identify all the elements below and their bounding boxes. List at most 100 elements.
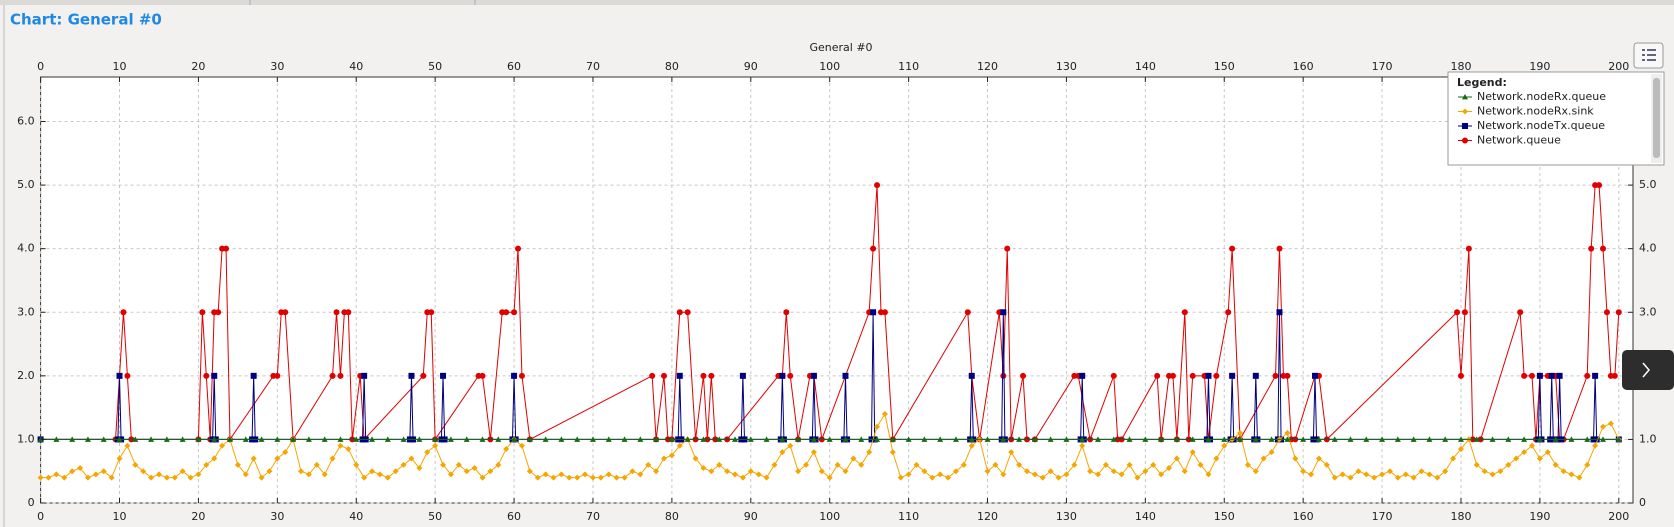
data-point [818, 468, 825, 475]
data-point [1154, 372, 1161, 379]
data-point [132, 436, 139, 442]
x-tick-label: 180 [1450, 510, 1471, 523]
data-point [1169, 372, 1176, 379]
data-point [881, 410, 888, 417]
x-tick-label-top: 140 [1135, 60, 1156, 73]
data-point [1461, 309, 1468, 316]
data-point [53, 471, 60, 478]
data-point [108, 474, 115, 481]
data-point [353, 461, 360, 468]
data-point [1071, 461, 1078, 468]
data-point [684, 436, 691, 442]
data-point [1189, 372, 1196, 379]
data-point [1536, 455, 1543, 462]
data-point [337, 442, 344, 449]
data-point [834, 461, 841, 468]
data-point [660, 372, 667, 379]
data-point [1513, 455, 1520, 462]
y-tick-label: 0 [28, 496, 35, 509]
data-point [1536, 372, 1543, 379]
data-point [589, 436, 596, 442]
x-tick-label: 150 [1214, 510, 1235, 523]
data-point [1000, 436, 1007, 442]
data-point [495, 436, 502, 442]
data-point [913, 461, 920, 468]
legend-box [1447, 71, 1665, 166]
data-point [732, 471, 739, 478]
data-point [1039, 474, 1046, 481]
legend-toggle[interactable] [1633, 42, 1664, 69]
side-toggle-button[interactable] [1622, 350, 1674, 390]
data-point [1008, 449, 1015, 456]
data-point [345, 309, 352, 316]
y-tick-label-right: 1.0 [1639, 432, 1657, 445]
data-point [1379, 436, 1386, 442]
data-point [400, 461, 407, 468]
data-point [337, 436, 344, 442]
data-point [1063, 471, 1070, 478]
x-tick-label: 50 [428, 510, 442, 523]
data-point [676, 372, 683, 379]
data-point [1548, 372, 1555, 379]
y-tick-label: 4.0 [17, 242, 35, 255]
data-point [242, 436, 249, 442]
data-point [649, 372, 656, 379]
data-point [124, 372, 131, 379]
data-point [511, 372, 518, 379]
data-point [747, 468, 754, 475]
data-point [1023, 468, 1030, 475]
data-point [1489, 436, 1496, 442]
x-tick-label: 170 [1372, 510, 1393, 523]
side-panel-toggle[interactable] [1622, 350, 1674, 390]
data-point [1244, 461, 1251, 468]
data-point [333, 309, 340, 316]
data-point [1016, 461, 1023, 468]
data-point [589, 474, 596, 481]
data-point [518, 442, 525, 449]
data-point [511, 309, 518, 316]
data-point [345, 445, 352, 452]
data-point [223, 245, 230, 252]
data-point [676, 309, 683, 316]
data-point [1457, 372, 1464, 379]
legend: Legend: Network.nodeRx.queue Network.node… [1447, 71, 1665, 166]
data-point [1386, 468, 1393, 475]
data-point [1166, 465, 1173, 472]
data-point [1126, 436, 1133, 442]
data-point [558, 471, 565, 478]
x-tick-label: 10 [113, 510, 127, 523]
legend-scroll-thumb[interactable] [1653, 78, 1660, 158]
data-point [1560, 468, 1567, 475]
data-point [1300, 436, 1307, 442]
data-point [1331, 436, 1338, 442]
x-tick-label: 190 [1529, 510, 1550, 523]
data-point [282, 309, 289, 316]
data-point [1000, 309, 1007, 316]
data-point [1079, 372, 1086, 379]
data-point [526, 436, 533, 442]
y-tick-label: 5.0 [17, 178, 35, 191]
x-tick-label-top: 170 [1372, 60, 1393, 73]
data-point [1300, 468, 1307, 475]
data-point [747, 436, 754, 442]
data-point [1402, 471, 1409, 478]
data-point [274, 455, 281, 462]
data-point [290, 436, 297, 442]
data-point [700, 436, 707, 442]
data-point [116, 436, 123, 442]
data-point [660, 455, 667, 462]
data-point [199, 309, 206, 316]
x-tick-label: 130 [1056, 510, 1077, 523]
data-point [282, 449, 289, 456]
data-point [1442, 436, 1449, 442]
data-point [653, 468, 660, 475]
data-point [242, 471, 249, 478]
data-point [487, 468, 494, 475]
data-point [874, 423, 881, 430]
data-point [1584, 372, 1591, 379]
data-point [1528, 372, 1535, 379]
data-point [1031, 436, 1038, 442]
data-point [1347, 474, 1354, 481]
data-point [795, 468, 802, 475]
